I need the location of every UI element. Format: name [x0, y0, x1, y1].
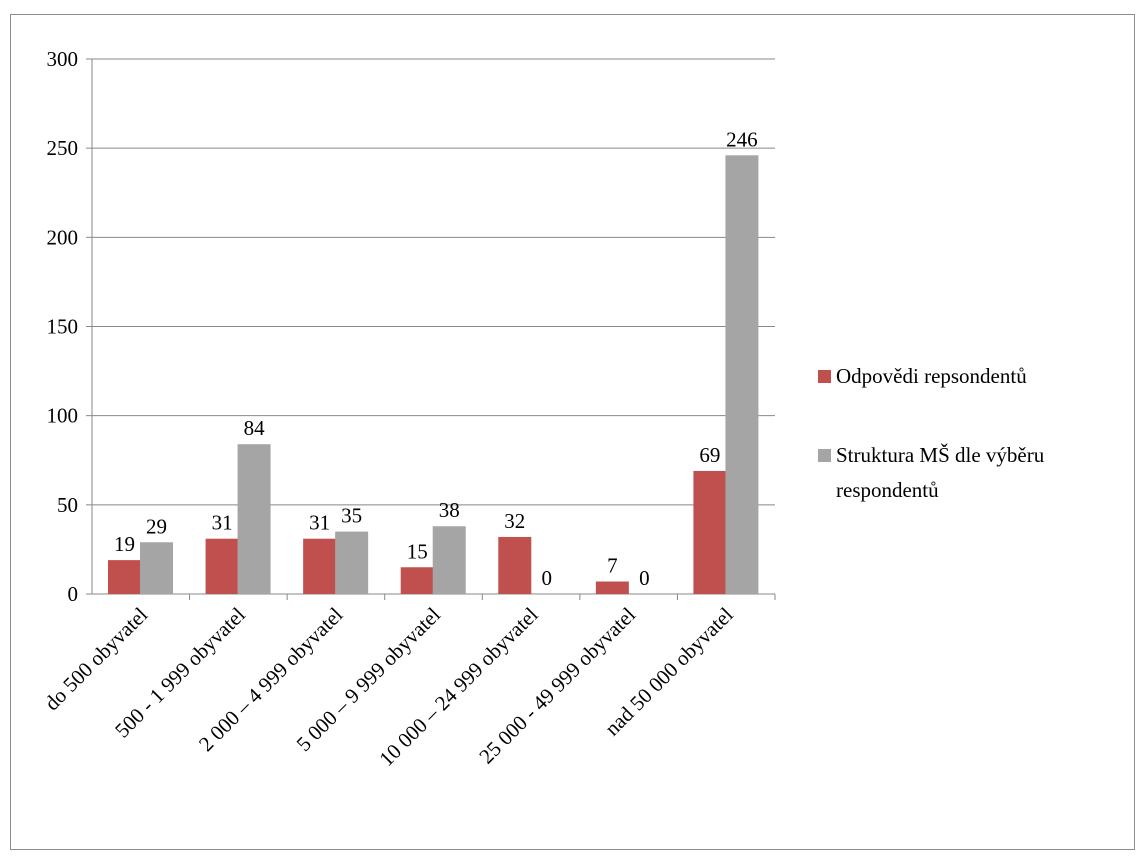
bar-odpovedi — [108, 560, 141, 594]
data-label: 84 — [244, 416, 266, 440]
data-label: 0 — [542, 566, 553, 590]
legend-label: Struktura MŠ dle výběru — [836, 443, 1045, 467]
bar-struktura — [432, 526, 466, 594]
legend-marker-odpovedi — [818, 370, 831, 383]
legend-label: respondentů — [836, 478, 939, 502]
bar-odpovedi — [303, 538, 337, 594]
bar-odpovedi — [205, 538, 239, 594]
data-label: 38 — [439, 498, 460, 522]
x-tick-label: 25 000 - 49 999 obyvatel — [474, 602, 640, 768]
bar-odpovedi — [693, 470, 727, 594]
legend-marker-struktura — [818, 449, 831, 462]
chart-frame — [10, 14, 1135, 850]
data-label: 246 — [726, 127, 758, 151]
y-tick-label: 100 — [47, 404, 79, 428]
bar-odpovedi — [498, 536, 532, 594]
data-label: 7 — [607, 554, 618, 578]
bar-odpovedi — [400, 567, 434, 594]
data-label: 32 — [504, 509, 525, 533]
y-tick-label: 50 — [57, 493, 78, 517]
data-label: 19 — [114, 532, 135, 556]
data-label: 29 — [146, 514, 167, 538]
data-label: 35 — [341, 504, 362, 528]
bar-struktura — [725, 155, 759, 595]
x-tick-label: do 500 obyvatel — [40, 602, 153, 715]
legend-label: Odpovědi repsondentů — [836, 364, 1027, 388]
data-label: 0 — [639, 566, 650, 590]
data-label: 31 — [212, 511, 233, 535]
bar-struktura — [335, 531, 369, 594]
y-tick-label: 200 — [47, 225, 79, 249]
data-label: 15 — [407, 539, 428, 563]
y-tick-label: 300 — [47, 47, 79, 71]
data-label: 31 — [309, 511, 330, 535]
bar-struktura — [237, 444, 271, 594]
x-tick-label: 10 000 – 24 999 obyvatel — [374, 602, 542, 770]
y-tick-label: 0 — [68, 582, 79, 606]
bar-struktura — [140, 542, 173, 594]
bar-odpovedi — [595, 581, 629, 594]
y-tick-label: 250 — [47, 136, 79, 160]
data-label: 69 — [699, 443, 720, 467]
y-tick-label: 150 — [47, 315, 79, 339]
